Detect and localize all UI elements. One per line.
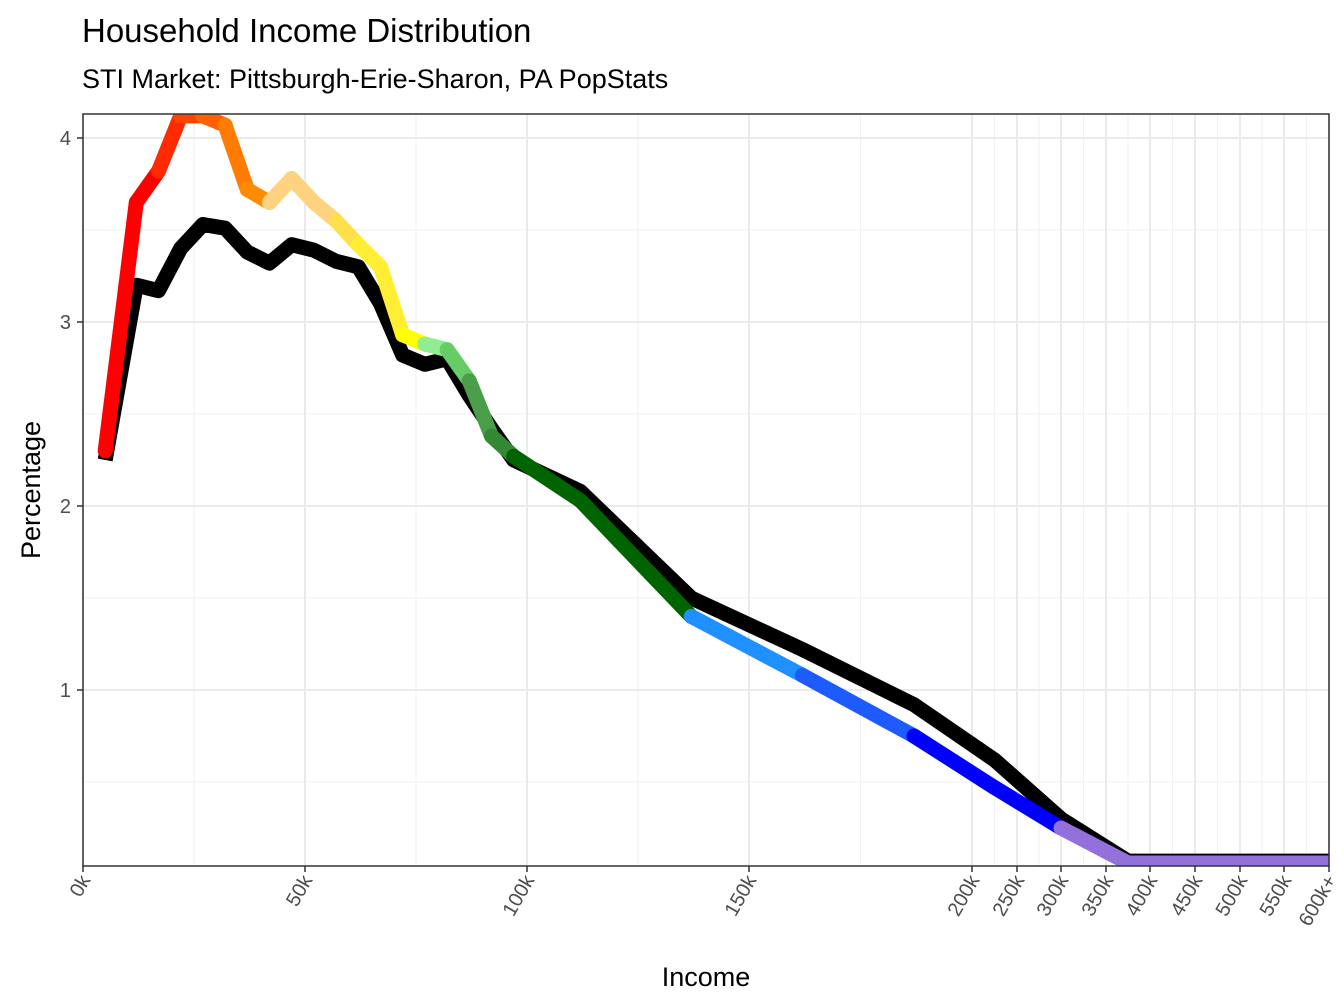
series-line-black xyxy=(97,217,1329,866)
x-tick-label: 400k xyxy=(1122,871,1163,920)
x-tick-label: 450k xyxy=(1167,871,1208,920)
x-axis-title: Income xyxy=(662,962,751,992)
y-tick-label: 3 xyxy=(60,312,71,334)
x-tick-label: 200k xyxy=(944,871,985,920)
y-tick-label: 2 xyxy=(60,496,71,518)
series-segment xyxy=(461,373,499,444)
series-lines xyxy=(97,114,1329,866)
x-tick-label: 250k xyxy=(989,871,1030,920)
series-segment xyxy=(572,492,699,624)
chart-subtitle: STI Market: Pittsburgh-Erie-Sharon, PA P… xyxy=(82,64,669,94)
x-tick-label: 600k+ xyxy=(1295,872,1342,931)
x-tick-label: 500k xyxy=(1212,871,1253,920)
plot-background xyxy=(83,114,1329,866)
x-tick-label: 300k xyxy=(1033,871,1074,920)
series-segment xyxy=(217,117,255,198)
y-axis-title: Percentage xyxy=(16,421,46,559)
plot-border xyxy=(82,113,1330,867)
x-tick-label: 100k xyxy=(499,871,540,920)
x-tick-label: 150k xyxy=(721,871,762,920)
series-segment xyxy=(906,728,1002,796)
x-tick-label: 550k xyxy=(1256,871,1297,920)
series-segment xyxy=(1053,820,1136,866)
x-tick-label: 0k xyxy=(66,871,96,901)
y-tick-label: 1 xyxy=(60,680,71,702)
series-segment xyxy=(97,194,144,459)
series-segment xyxy=(795,667,922,744)
series-segment xyxy=(372,259,411,343)
series-segment xyxy=(506,448,588,508)
y-tick-label: 4 xyxy=(60,128,71,150)
x-tick-label: 50k xyxy=(282,871,318,911)
x-tick-label: 350k xyxy=(1078,871,1119,920)
chart-title: Household Income Distribution xyxy=(82,12,532,49)
series-segment xyxy=(683,608,811,683)
series-segment xyxy=(150,114,189,179)
series-segment xyxy=(987,780,1069,836)
